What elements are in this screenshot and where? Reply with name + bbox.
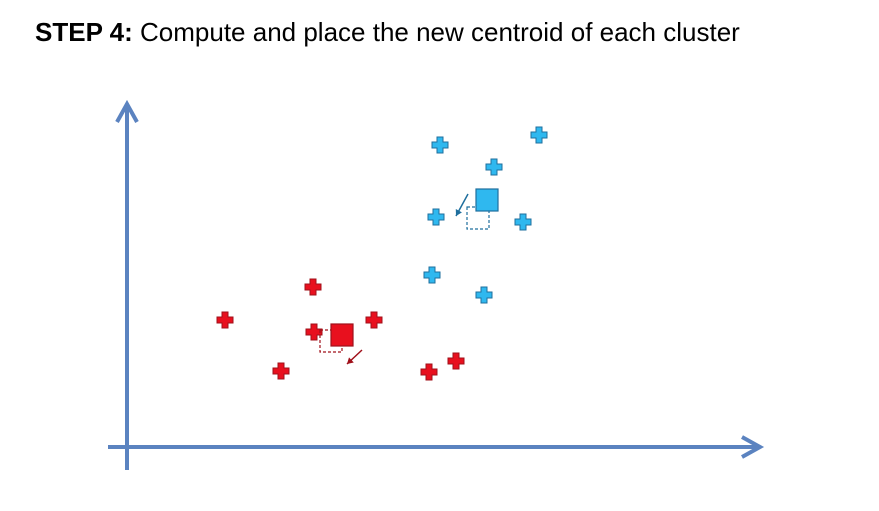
blue-cluster-point [423,266,441,284]
blue-centroid-move-arrowhead [455,209,462,216]
red-cluster-point [420,363,438,381]
y-axis-arrowhead [115,99,139,123]
data-points [216,126,548,381]
step-title: STEP 4: Compute and place the new centro… [35,17,740,48]
blue-new-centroid [475,188,499,212]
x-axis-arrowhead [741,435,765,459]
red-cluster-point [272,362,290,380]
red-cluster-point [365,311,383,329]
blue-cluster-point [530,126,548,144]
step-label: STEP 4: [35,17,133,47]
red-cluster-point [304,278,322,296]
red-centroid-move-arrowhead [347,357,354,364]
blue-cluster-point [431,136,449,154]
red-cluster-point [305,323,323,341]
blue-cluster-point [475,286,493,304]
axes [108,99,765,470]
blue-cluster-point [427,208,445,226]
red-cluster-point [447,352,465,370]
centroids [319,188,499,365]
red-new-centroid [330,323,354,347]
blue-cluster-point [514,213,532,231]
blue-cluster-point [485,158,503,176]
red-cluster-point [216,311,234,329]
step-description: Compute and place the new centroid of ea… [140,17,740,47]
